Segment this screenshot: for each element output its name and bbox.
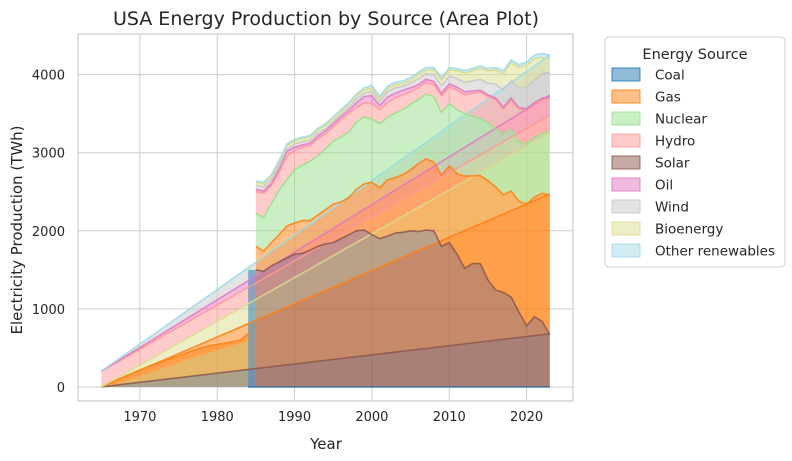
bioenergy-stack-line <box>255 56 550 185</box>
x-tick-label: 1970 <box>123 410 156 425</box>
x-axis-label: Year <box>309 435 343 453</box>
x-tick-label: 2010 <box>433 410 466 425</box>
y-axis-label: Electricity Production (TWh) <box>8 125 26 334</box>
y-tick-label: 2000 <box>32 225 65 240</box>
x-tick-label: 2000 <box>355 410 388 425</box>
legend-swatch <box>611 199 641 214</box>
legend-swatch <box>611 243 641 258</box>
nuclear-stack-area <box>255 94 550 252</box>
x-tick-label: 2020 <box>510 410 543 425</box>
other-ramp-line <box>100 54 551 372</box>
legend-label: Oil <box>655 178 673 194</box>
legend-label: Wind <box>655 200 689 216</box>
solar-stack-area <box>255 230 550 387</box>
plot-frame <box>77 33 574 402</box>
legend-label: Other renewables <box>655 244 775 260</box>
nuclear-stack-line <box>255 93 551 219</box>
other-stack-line <box>255 52 550 184</box>
legend-swatch <box>611 221 641 236</box>
tick-labels: 1970 1980 1990 2000 2010 2020 0 1000 2000 3000 400… <box>32 69 543 425</box>
solar-stack-line <box>255 229 551 336</box>
wind-stack-line <box>255 71 550 188</box>
legend-label: Bioenergy <box>655 222 723 238</box>
coal-area <box>248 269 256 387</box>
legend-swatch <box>611 155 641 170</box>
gas-ramp-line <box>100 193 551 388</box>
legend-label: Coal <box>655 68 685 84</box>
legend-swatch <box>611 111 641 126</box>
legend: Energy Source Coal Gas Nuclear Hydro Solar Oi… <box>604 36 786 268</box>
legend-label: Solar <box>655 156 690 172</box>
plot-border <box>77 33 574 402</box>
legend-swatch <box>611 67 641 82</box>
legend-label: Gas <box>655 90 681 106</box>
hydro-stack-area <box>255 82 550 218</box>
hydro-stack-line <box>255 81 550 195</box>
gas-stack-line <box>255 158 550 253</box>
legend-swatch <box>611 177 641 192</box>
legend-items: Coal Gas Nuclear Hydro Solar Oil Wind Bioenergy… <box>611 67 775 260</box>
oil-stack-line <box>255 78 550 192</box>
y-tick-label: 0 <box>57 381 65 396</box>
x-tick-label: 1990 <box>278 410 311 425</box>
oil-ramp-line <box>100 94 551 372</box>
y-tick-label: 3000 <box>32 147 65 162</box>
chart-title: USA Energy Production by Source (Area Pl… <box>113 8 539 30</box>
y-tick-label: 4000 <box>32 69 65 84</box>
legend-box <box>604 36 786 268</box>
legend-label: Hydro <box>655 134 695 150</box>
y-tick-label: 1000 <box>32 303 65 318</box>
gas-stack-area <box>255 158 550 335</box>
legend-label: Nuclear <box>655 112 707 128</box>
legend-swatch <box>611 133 641 148</box>
series-layer <box>100 52 551 388</box>
legend-title: Energy Source <box>642 47 747 63</box>
legend-swatch <box>611 89 641 104</box>
x-tick-label: 1980 <box>201 410 234 425</box>
solar-ramp-line <box>101 333 550 388</box>
